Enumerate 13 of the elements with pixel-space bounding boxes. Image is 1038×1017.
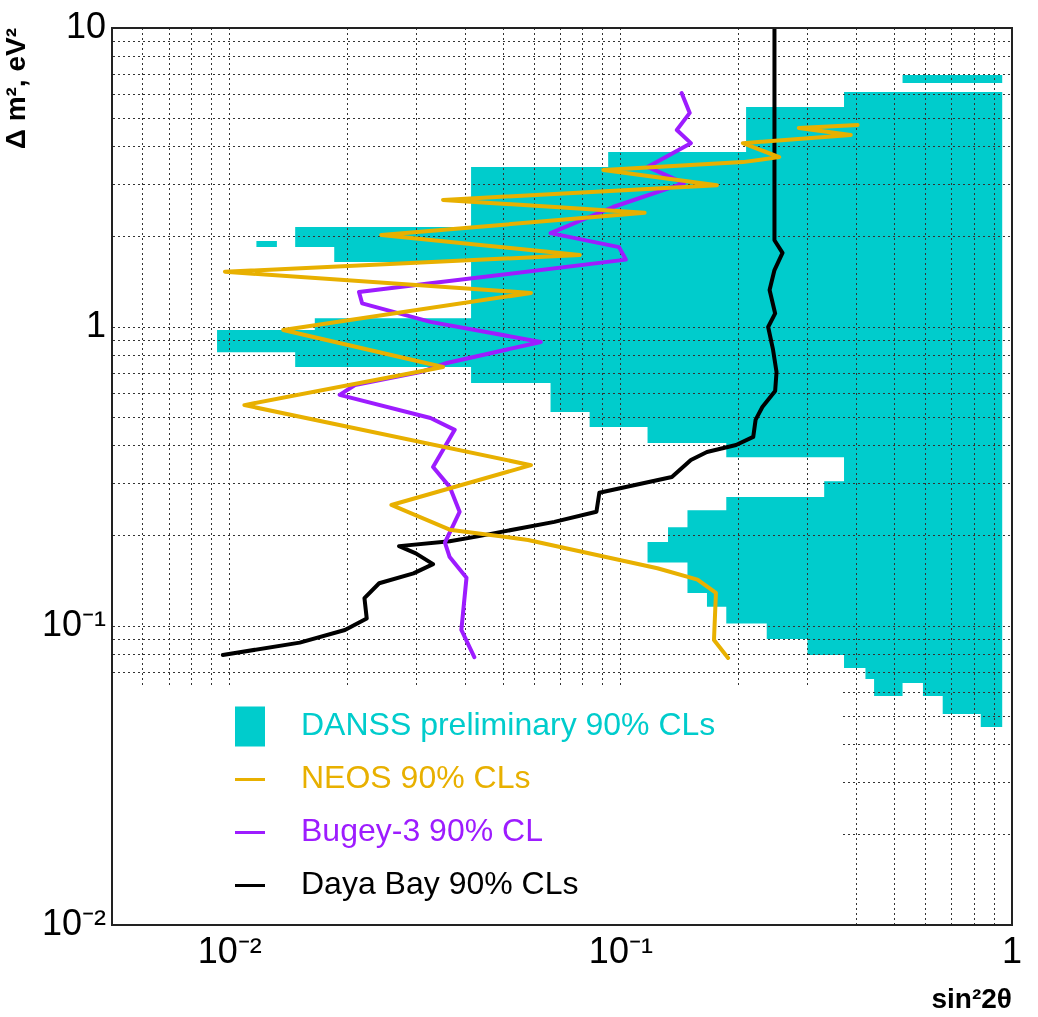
x-tick-label: 10⁻¹ xyxy=(588,929,653,971)
y-tick-label: 1 xyxy=(85,303,106,345)
legend-label: DANSS preliminary 90% CLs xyxy=(301,706,716,743)
x-tick-label: 10⁻² xyxy=(197,929,262,971)
y-axis-title: Δ m², eV² xyxy=(0,28,31,150)
y-tick-label: 10⁻² xyxy=(41,901,107,943)
legend-label: Bugey-3 90% CL xyxy=(301,812,543,849)
y-tick-label: 10 xyxy=(65,4,106,46)
legend-label: Daya Bay 90% CLs xyxy=(301,865,579,902)
x-tick-label: 1 xyxy=(1001,929,1023,971)
x-axis-title: sin²2θ xyxy=(931,982,1012,1014)
y-tick-label: 10⁻¹ xyxy=(41,602,107,644)
legend-label: NEOS 90% CLs xyxy=(301,759,531,796)
